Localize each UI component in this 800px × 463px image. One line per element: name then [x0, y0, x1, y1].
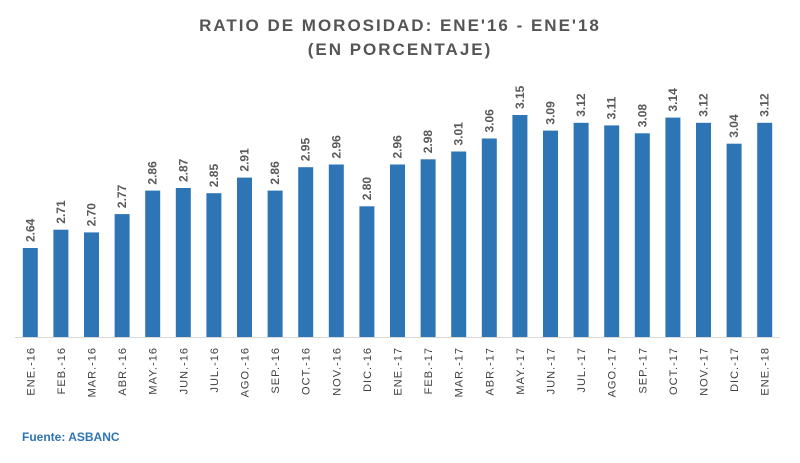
category-label: ABR.-17 — [484, 347, 496, 396]
category-label: JUN.-17 — [546, 347, 558, 394]
data-label: 3.12 — [574, 93, 588, 117]
data-label: 2.77 — [115, 184, 129, 208]
category-label: ENE.-16 — [25, 347, 37, 396]
data-label: 3.15 — [513, 85, 527, 109]
category-label: SEP.-17 — [637, 347, 649, 394]
category-label: JUN.-16 — [178, 347, 190, 394]
data-label: 2.86 — [268, 161, 282, 185]
bar — [175, 188, 191, 337]
data-label: 3.12 — [697, 93, 711, 117]
data-label: 3.12 — [758, 93, 772, 117]
bar — [420, 159, 436, 337]
bar — [237, 177, 252, 337]
category-label: OCT.-16 — [301, 347, 313, 395]
source-note: Fuente: ASBANC — [22, 430, 120, 444]
category-label: SEP.-16 — [270, 347, 282, 394]
bar — [665, 117, 681, 337]
bar — [145, 190, 161, 337]
bar — [512, 115, 528, 337]
data-label: 3.04 — [727, 114, 741, 138]
data-label: 2.96 — [391, 135, 405, 159]
category-label: ABR.-16 — [117, 347, 129, 396]
data-label: 2.64 — [23, 218, 37, 242]
data-label: 3.14 — [666, 88, 680, 112]
bar — [726, 143, 742, 337]
bar — [359, 206, 375, 337]
data-label: 3.11 — [605, 96, 619, 119]
category-label: MAY.-17 — [515, 347, 527, 395]
bar — [390, 164, 405, 337]
bar — [481, 138, 497, 337]
bar — [22, 248, 38, 337]
data-label: 3.06 — [482, 109, 496, 133]
category-label: MAR.-17 — [454, 347, 466, 397]
chart-title: RATIO DE MOROSIDAD: ENE'16 - ENE'18 — [199, 16, 601, 35]
data-label: 2.87 — [176, 158, 190, 182]
category-label: MAY.-16 — [148, 347, 160, 395]
data-label: 2.80 — [360, 177, 374, 201]
bar — [267, 190, 283, 337]
bar — [206, 193, 222, 337]
data-label: 2.85 — [207, 164, 221, 188]
bar — [298, 167, 314, 337]
category-label: DIC.-17 — [729, 347, 741, 392]
bar — [696, 122, 711, 337]
data-label: 3.08 — [635, 104, 649, 128]
data-label: 3.01 — [452, 122, 466, 146]
data-label: 2.96 — [329, 135, 343, 159]
category-label: JUL.-16 — [209, 347, 221, 393]
data-label: 2.91 — [238, 148, 252, 172]
data-label: 2.95 — [299, 138, 313, 162]
bar — [53, 229, 69, 337]
chart-subtitle: (EN PORCENTAJE) — [307, 40, 493, 59]
bar — [757, 122, 773, 337]
bar — [328, 164, 344, 337]
bar — [114, 214, 130, 337]
category-label: MAR.-16 — [87, 347, 99, 397]
category-label: OCT.-17 — [668, 347, 680, 395]
bar — [543, 130, 558, 337]
category-label: AGO.-16 — [240, 347, 252, 397]
data-label: 2.70 — [85, 203, 99, 227]
bar — [573, 122, 589, 337]
data-label: 2.71 — [54, 200, 68, 224]
category-label: AGO.-17 — [607, 347, 619, 397]
category-label: NOV.-16 — [331, 347, 343, 396]
bar — [451, 151, 467, 337]
category-label: DIC.-16 — [362, 347, 374, 392]
data-label: 2.98 — [421, 130, 435, 154]
category-label: FEB.-17 — [423, 347, 435, 394]
category-label: JUL.-17 — [576, 347, 588, 393]
category-label: NOV.-17 — [699, 347, 711, 396]
category-label: ENE.-18 — [760, 347, 772, 396]
bar — [84, 232, 99, 337]
data-label: 3.09 — [544, 101, 558, 125]
category-label: ENE.-17 — [393, 347, 405, 396]
category-label: FEB.-16 — [56, 347, 68, 394]
bar — [634, 133, 650, 337]
bar — [604, 125, 620, 338]
data-label: 2.86 — [146, 161, 160, 185]
